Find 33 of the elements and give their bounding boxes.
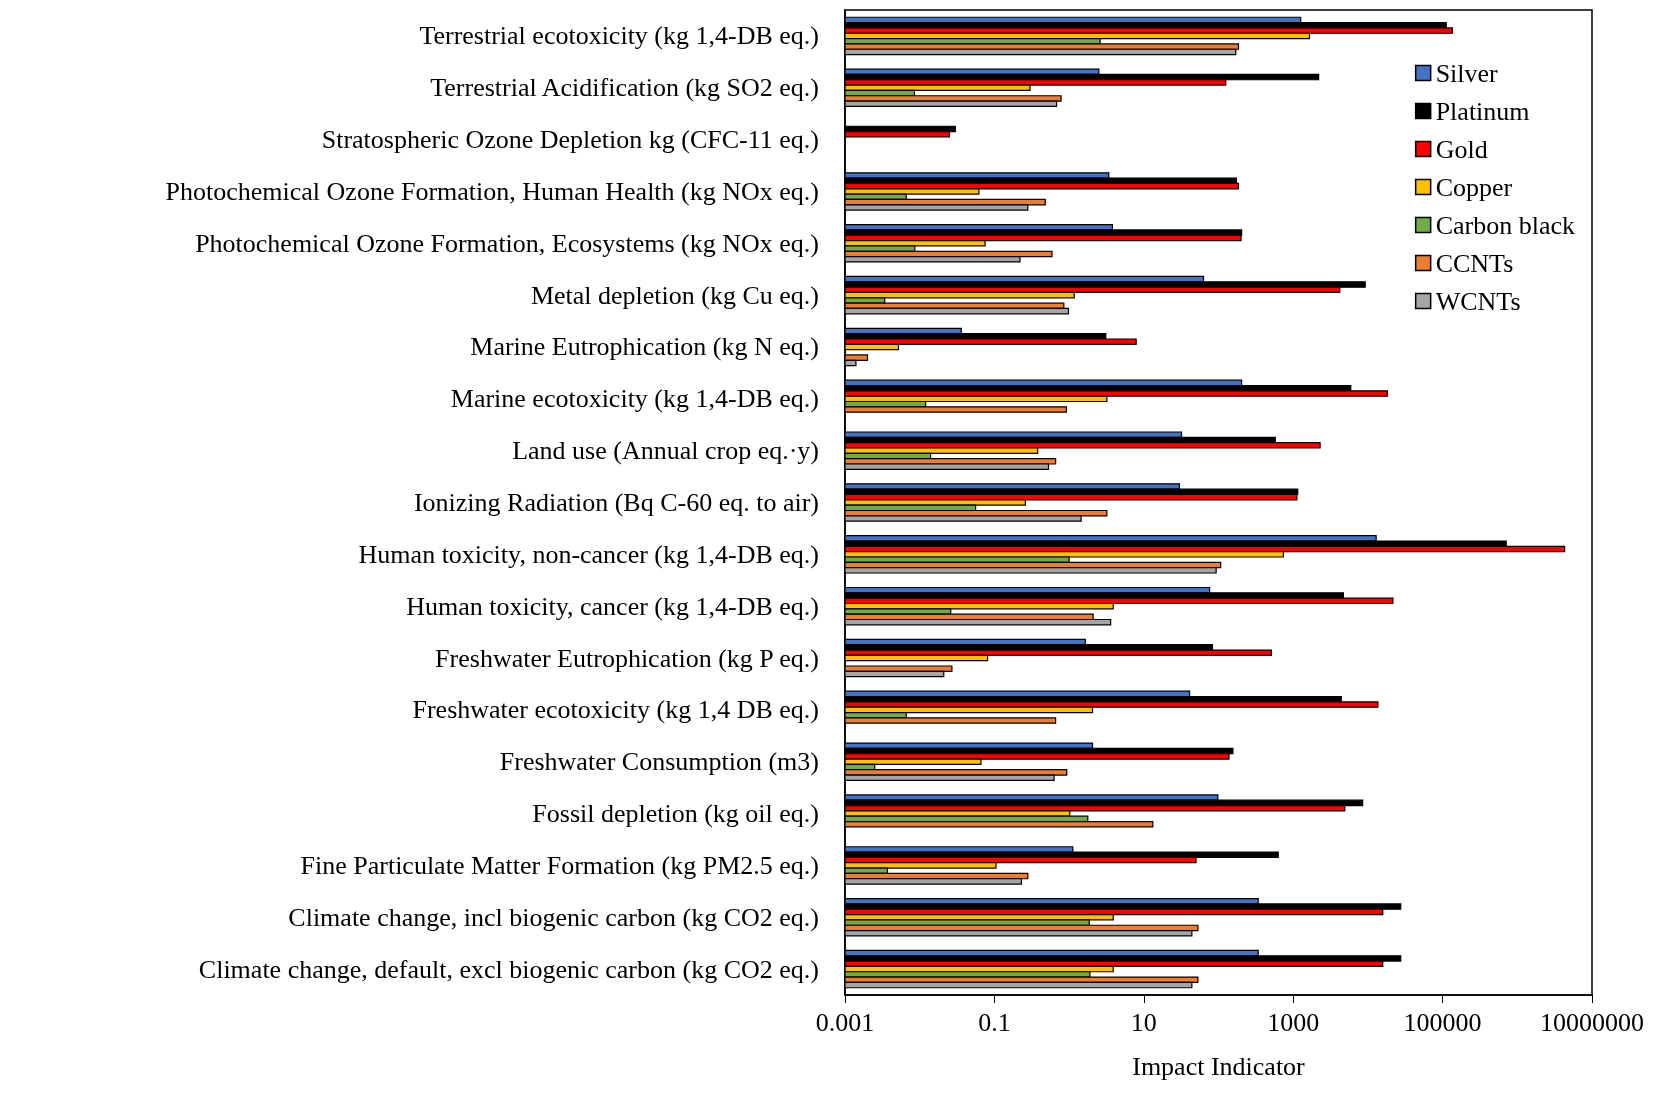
y-tick-label: Metal depletion (kg Cu eq.) <box>530 280 819 310</box>
legend-label: Platinum <box>1435 96 1530 126</box>
y-tick-label: Freshwater Consumption (m3) <box>499 747 819 777</box>
legend-label: Silver <box>1435 58 1499 88</box>
y-tick-label: Terrestrial Acidification (kg SO2 eq.) <box>430 73 819 103</box>
y-tick-label: Freshwater Eutrophication (kg P eq.) <box>435 643 819 673</box>
x-tick-label: 100000 <box>1403 1007 1482 1037</box>
y-tick-label: Fine Particulate Matter Formation (kg PM2.5 eq.) <box>300 850 819 880</box>
y-tick-label: Human toxicity, non-cancer (kg 1,4-DB eq.) <box>358 539 819 569</box>
y-tick-label: Marine Eutrophication (kg N eq.) <box>470 332 819 362</box>
y-tick-label: Terrestrial ecotoxicity (kg 1,4-DB eq.) <box>419 21 819 51</box>
x-tick-label: 0.001 <box>815 1007 875 1037</box>
x-tick-label: 10000000 <box>1540 1007 1644 1037</box>
y-tick-label: Freshwater ecotoxicity (kg 1,4 DB eq.) <box>412 695 819 725</box>
legend-label: Carbon black <box>1435 210 1575 240</box>
x-tick-label: 0.1 <box>978 1007 1011 1037</box>
y-tick-label: Climate change, default, excl biogenic carbon (kg CO2 eq.) <box>198 954 819 984</box>
legend-label: CCNTs <box>1435 248 1514 278</box>
x-tick-label: 10 <box>1130 1007 1157 1037</box>
y-tick-label: Land use (Annual crop eq.·y) <box>512 436 819 466</box>
y-tick-label: Human toxicity, cancer (kg 1,4-DB eq.) <box>406 591 819 621</box>
y-tick-label: Marine ecotoxicity (kg 1,4-DB eq.) <box>450 384 819 414</box>
y-tick-label: Photochemical Ozone Formation, Ecosystems (kg NOx eq.) <box>195 228 819 258</box>
x-axis-title: Impact Indicator <box>1132 1051 1306 1081</box>
legend-label: Copper <box>1435 172 1513 202</box>
y-tick-label: Photochemical Ozone Formation, Human Health (kg NOx eq.) <box>165 176 819 206</box>
legend-label: WCNTs <box>1435 286 1521 316</box>
y-tick-label: Fossil depletion (kg oil eq.) <box>532 799 819 829</box>
y-tick-label: Stratospheric Ozone Depletion kg (CFC-11 eq.) <box>321 125 819 155</box>
y-tick-label: Climate change, incl biogenic carbon (kg CO2 eq.) <box>288 902 819 932</box>
legend-label: Gold <box>1435 134 1488 164</box>
y-tick-label: Ionizing Radiation (Bq C-60 eq. to air) <box>413 488 819 517</box>
x-tick-label: 1000 <box>1267 1007 1320 1037</box>
